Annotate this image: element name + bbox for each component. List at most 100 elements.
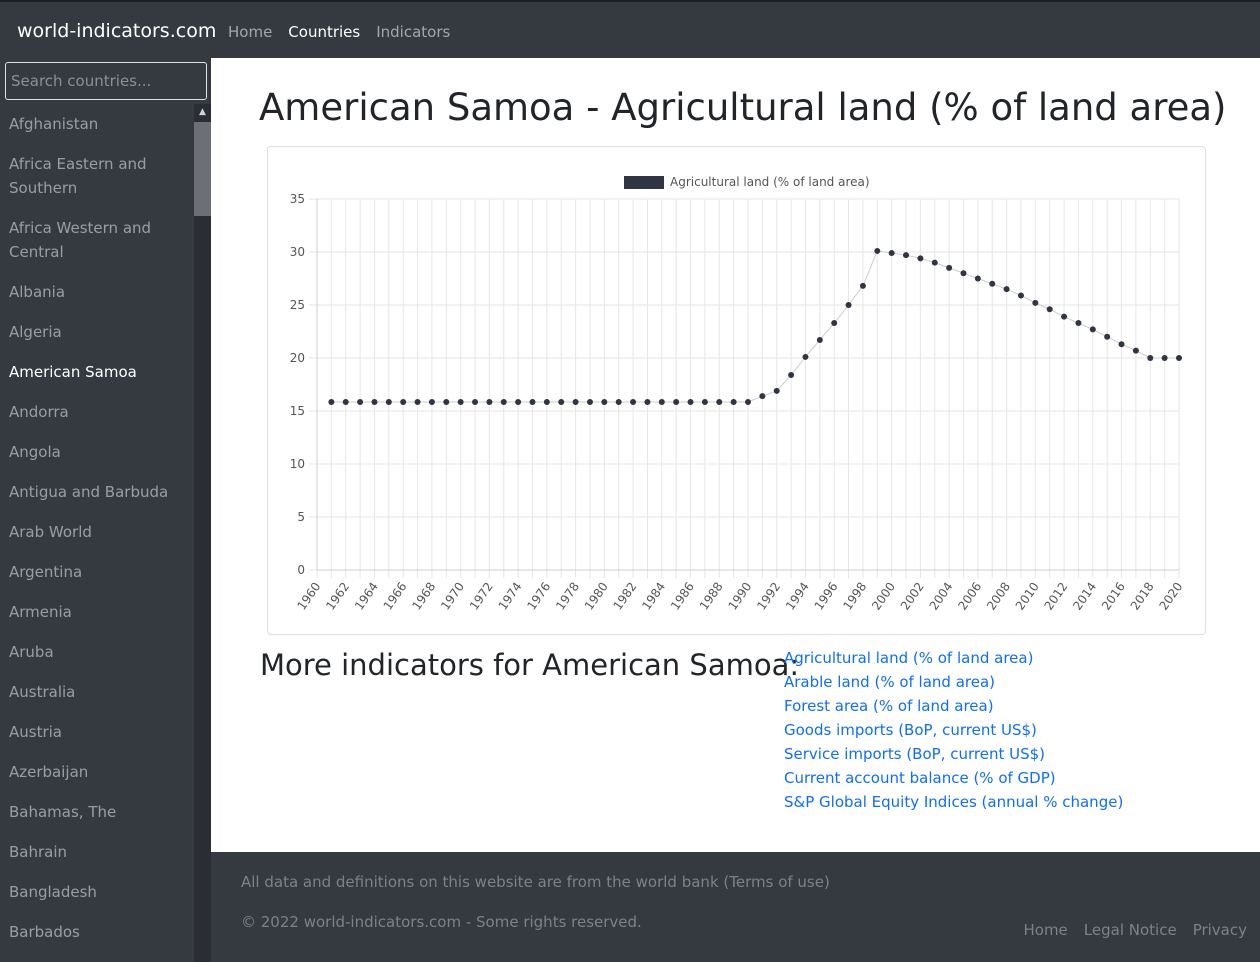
- y-tick-label: 20: [290, 351, 305, 365]
- sidebar-country-item[interactable]: Andorra: [9, 403, 69, 421]
- chart-card: Agricultural land (% of land area) 0 5 10 15…: [267, 146, 1206, 635]
- more-indicators-heading: More indicators for American Samoa:: [260, 648, 800, 682]
- indicator-link[interactable]: Agricultural land (% of land area): [784, 649, 1034, 667]
- data-point: [960, 270, 967, 277]
- legend-label: Agricultural land (% of land area): [670, 175, 870, 189]
- y-tick-label: 25: [290, 298, 305, 312]
- nav-indicators[interactable]: Indicators: [376, 23, 451, 41]
- data-point: [859, 282, 866, 289]
- x-tick-label: 2018: [1128, 580, 1157, 613]
- data-point: [917, 255, 924, 262]
- sidebar-country-item[interactable]: Antigua and Barbuda: [9, 483, 169, 501]
- sidebar-country-item[interactable]: Argentina: [9, 563, 83, 581]
- sidebar-country-item[interactable]: Aruba: [9, 643, 54, 661]
- sidebar-scrollbar[interactable]: ▲: [194, 104, 211, 962]
- data-point: [414, 398, 421, 405]
- indicator-link[interactable]: Current account balance (% of GDP): [784, 769, 1056, 787]
- data-point: [816, 336, 823, 343]
- data-point: [989, 280, 996, 287]
- y-tick-label: 30: [290, 245, 305, 259]
- footer-link[interactable]: Home: [1023, 921, 1068, 939]
- indicator-link[interactable]: Goods imports (BoP, current US$): [784, 721, 1037, 739]
- sidebar-country-item[interactable]: Austria: [9, 723, 62, 741]
- data-point: [845, 302, 852, 308]
- sidebar-country-item[interactable]: Angola: [9, 443, 61, 461]
- x-tick-label: 1984: [639, 580, 668, 613]
- sidebar-country-item[interactable]: Africa Eastern and Southern: [9, 155, 147, 197]
- data-point: [371, 398, 378, 405]
- data-point: [1176, 355, 1182, 361]
- footer-link[interactable]: Legal Notice: [1083, 921, 1177, 939]
- data-point: [357, 398, 364, 405]
- data-point: [486, 398, 493, 405]
- footer: All data and definitions on this website…: [211, 852, 1260, 962]
- scroll-up-arrow-icon[interactable]: ▲: [199, 107, 206, 117]
- x-tick-label: 2014: [1070, 580, 1099, 613]
- x-tick-label: 1974: [496, 580, 525, 613]
- x-tick-label: 1962: [323, 580, 352, 613]
- data-point: [1132, 347, 1139, 354]
- data-point: [946, 264, 953, 271]
- data-point: [572, 398, 579, 405]
- nav-home[interactable]: Home: [228, 23, 273, 41]
- nav-countries[interactable]: Countries: [288, 23, 361, 41]
- brand-logo[interactable]: world-indicators.com: [17, 20, 217, 42]
- sidebar-country-item[interactable]: Africa Western and Central: [9, 219, 152, 261]
- sidebar-country-item[interactable]: Armenia: [9, 603, 72, 621]
- x-tick-label: 2000: [869, 580, 898, 613]
- footer-source-text: All data and definitions on this website…: [241, 873, 830, 891]
- data-point: [888, 250, 895, 257]
- data-point: [1032, 299, 1039, 306]
- sidebar-country-item[interactable]: Bangladesh: [9, 883, 97, 901]
- data-point: [1046, 306, 1053, 313]
- indicator-link[interactable]: Forest area (% of land area): [784, 697, 994, 715]
- search-countries-input[interactable]: [5, 62, 207, 100]
- nav-links: Home Countries Indicators: [228, 23, 450, 41]
- data-point: [701, 398, 708, 405]
- y-tick-label: 5: [297, 510, 305, 524]
- y-tick-label: 10: [290, 457, 305, 471]
- indicator-link[interactable]: S&P Global Equity Indices (annual % chan…: [784, 793, 1124, 811]
- sidebar-country-item[interactable]: Azerbaijan: [9, 763, 89, 781]
- sidebar-country-item[interactable]: Australia: [9, 683, 76, 701]
- indicator-link[interactable]: Service imports (BoP, current US$): [784, 745, 1045, 763]
- sidebar-country-item[interactable]: Albania: [9, 283, 66, 301]
- sidebar-country-item[interactable]: Afghanistan: [9, 115, 99, 133]
- x-tick-label: 1976: [524, 580, 553, 613]
- x-tick-label: 1994: [783, 580, 812, 613]
- data-point: [745, 398, 751, 405]
- data-point: [385, 398, 392, 405]
- x-tick-label: 2006: [955, 580, 984, 613]
- sidebar-country-item[interactable]: Arab World: [9, 523, 92, 541]
- indicator-link[interactable]: Arable land (% of land area): [784, 673, 996, 691]
- data-point: [543, 398, 550, 405]
- y-tick-label: 0: [297, 563, 305, 577]
- footer-link[interactable]: Privacy: [1192, 921, 1247, 939]
- x-tick-label: 2020: [1156, 580, 1185, 613]
- x-tick-label: 1970: [438, 580, 467, 613]
- data-point: [515, 398, 522, 405]
- footer-copyright: © 2022 world-indicators.com - Some right…: [241, 913, 642, 931]
- sidebar-country-item[interactable]: Barbados: [9, 923, 80, 941]
- data-point: [1061, 313, 1068, 320]
- data-point: [342, 398, 349, 405]
- data-point: [730, 398, 737, 405]
- sidebar-country-item[interactable]: Bahamas, The: [9, 803, 117, 821]
- data-point: [903, 252, 910, 259]
- x-tick-label: 1960: [294, 580, 323, 613]
- sidebar-country-item[interactable]: Bahrain: [9, 843, 68, 861]
- scrollbar-thumb[interactable]: [194, 122, 211, 216]
- data-point: [716, 398, 723, 405]
- x-tick-label: 1972: [467, 580, 496, 613]
- sidebar-country-item[interactable]: American Samoa: [9, 363, 137, 381]
- x-tick-label: 1998: [840, 580, 869, 613]
- sidebar-country-item[interactable]: Algeria: [9, 323, 62, 341]
- data-point: [874, 247, 881, 254]
- data-point: [687, 398, 694, 405]
- data-point: [658, 398, 665, 405]
- x-tick-label: 2004: [927, 580, 956, 613]
- x-tick-label: 2010: [1013, 580, 1042, 613]
- x-tick-label: 1986: [668, 580, 697, 613]
- data-point: [586, 398, 593, 405]
- data-point: [831, 320, 838, 327]
